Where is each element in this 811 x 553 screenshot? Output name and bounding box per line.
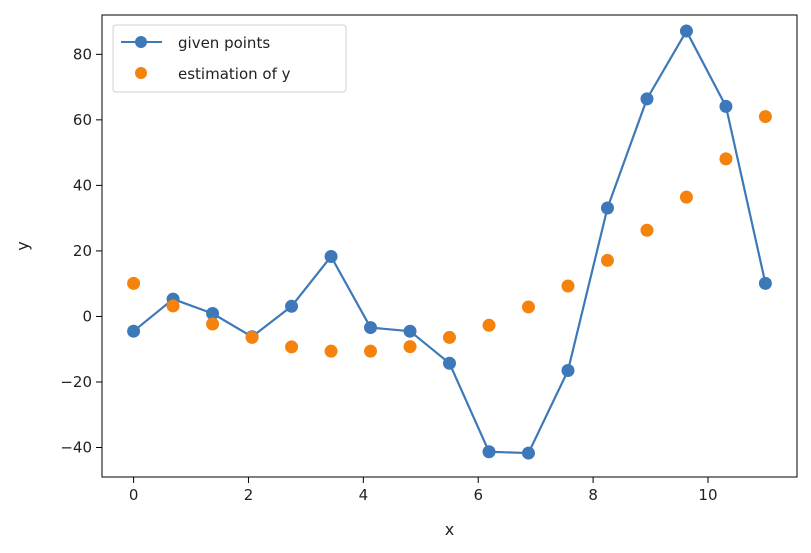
- x-axis: 0 2 4 6 8 10: [129, 477, 718, 504]
- y-tick-label: 60: [73, 111, 92, 129]
- data-point-given-points: [443, 356, 456, 370]
- series-line-given-points: [132, 29, 767, 455]
- y-tick-label: 0: [82, 307, 92, 325]
- data-point-given-points: [679, 24, 693, 38]
- x-axis-label: x: [445, 520, 454, 539]
- data-point-estimation-of-y: [324, 344, 338, 358]
- data-point-given-points: [561, 364, 575, 378]
- x-tick-label: 6: [473, 486, 483, 504]
- data-point-given-points: [127, 324, 141, 338]
- data-point-given-points: [521, 446, 535, 460]
- data-point-estimation-of-y: [758, 110, 772, 124]
- legend-marker-given-points: [135, 36, 147, 48]
- y-tick-label: −20: [60, 373, 92, 391]
- y-tick-label: 40: [73, 176, 92, 194]
- data-point-estimation-of-y: [127, 276, 141, 290]
- data-point-given-points: [758, 276, 772, 290]
- legend-label-estimation-of-y: estimation of y: [178, 65, 291, 83]
- x-tick-label: 4: [359, 486, 369, 504]
- data-point-given-points: [206, 306, 220, 320]
- y-axis: −40 −20 0 20 40 60 80: [60, 45, 102, 457]
- data-point-estimation-of-y: [364, 344, 378, 358]
- y-tick-label: 20: [73, 242, 92, 260]
- data-point-estimation-of-y: [719, 152, 733, 166]
- data-point-given-points: [600, 201, 614, 215]
- x-tick-label: 10: [698, 486, 717, 504]
- legend: given points estimation of y: [112, 24, 347, 93]
- data-point-estimation-of-y: [600, 253, 614, 267]
- data-point-estimation-of-y: [403, 340, 417, 354]
- data-point-estimation-of-y: [679, 190, 693, 204]
- legend-box: [112, 24, 347, 93]
- data-point-given-points: [285, 299, 299, 313]
- x-tick-label: 2: [244, 486, 254, 504]
- data-point-estimation-of-y: [206, 317, 220, 331]
- series-layer: [127, 24, 772, 460]
- y-axis-label: y: [13, 241, 32, 250]
- legend-label-given-points: given points: [178, 34, 270, 52]
- data-point-estimation-of-y: [285, 340, 299, 354]
- data-point-given-points: [482, 445, 496, 459]
- plot-area: [101, 14, 798, 478]
- data-point-given-points: [324, 249, 338, 263]
- data-point-estimation-of-y: [561, 279, 575, 293]
- data-point-estimation-of-y: [482, 318, 496, 332]
- data-point-estimation-of-y: [640, 223, 654, 237]
- legend-marker-estimation-of-y: [135, 67, 147, 79]
- x-tick-label: 8: [588, 486, 598, 504]
- data-point-estimation-of-y: [245, 330, 259, 344]
- data-point-given-points: [403, 324, 417, 338]
- data-point-given-points: [364, 321, 378, 335]
- y-tick-label: 80: [73, 45, 92, 63]
- data-point-estimation-of-y: [443, 330, 456, 344]
- x-tick-label: 0: [129, 486, 139, 504]
- data-point-estimation-of-y: [166, 299, 180, 313]
- data-point-given-points: [640, 92, 654, 106]
- data-point-estimation-of-y: [521, 300, 535, 314]
- data-point-given-points: [719, 99, 733, 113]
- y-tick-label: −40: [60, 439, 92, 457]
